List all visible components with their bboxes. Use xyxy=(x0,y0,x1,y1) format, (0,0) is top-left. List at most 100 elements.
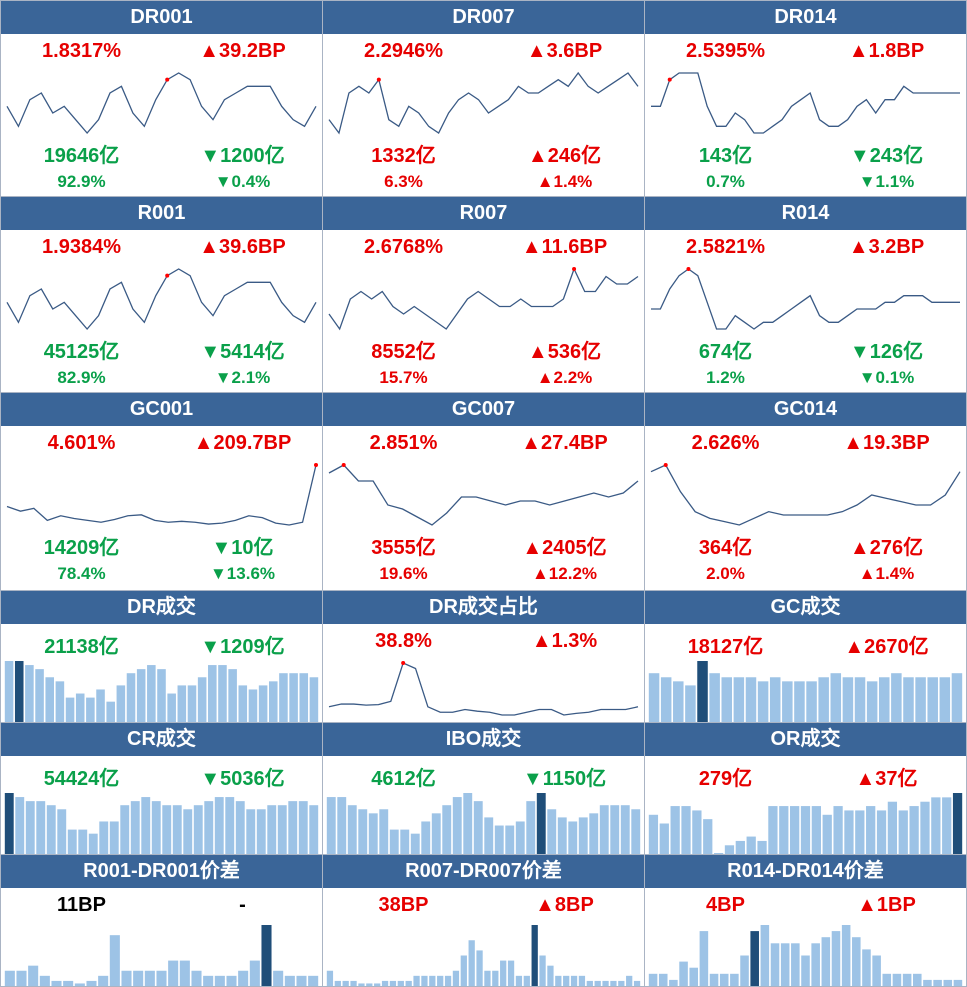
trend-bars-bar xyxy=(238,685,248,722)
trend-bars-bar xyxy=(876,810,887,854)
trend-bars-bar xyxy=(249,960,260,986)
trend-bars-bar xyxy=(782,681,793,722)
metric-value: 11BP xyxy=(57,894,106,916)
trend-bars-bar xyxy=(57,809,67,854)
rate-sparkline-line xyxy=(328,71,639,135)
trend-bars-bar xyxy=(733,677,745,722)
trend-bars-bar xyxy=(610,805,620,854)
trend-bars-bar xyxy=(473,801,483,854)
trend-bars-bar xyxy=(4,793,14,854)
trend-bars-bar xyxy=(309,677,319,722)
panel-r007-dr007-spread: R007-DR007价差 38BP ▲8BP xyxy=(322,854,645,987)
rate-value: 1.8317% xyxy=(42,40,121,62)
share-value: 1.2% xyxy=(706,368,745,387)
trend-bars-bar xyxy=(631,809,641,854)
share-change: ▲12.2% xyxy=(531,564,598,583)
trend-bars-bar xyxy=(309,805,319,854)
trend-bars-bar xyxy=(912,973,922,986)
trend-bars-bar xyxy=(25,665,34,722)
panel-ibo-volume: IBO成交 4612亿 ▼1150亿 xyxy=(322,722,645,855)
panel-title: R014 xyxy=(645,197,966,230)
rate-sparkline-line xyxy=(651,268,960,330)
trend-bars-bar xyxy=(267,805,277,854)
trend-bars-bar xyxy=(238,970,249,986)
trend-bars-bar xyxy=(492,970,499,986)
metric-change: ▼5036亿 xyxy=(200,768,285,790)
trend-bars-bar xyxy=(659,823,669,854)
rate-sparkline xyxy=(6,463,318,526)
trend-bars-bar xyxy=(141,797,151,854)
trend-bars-bar xyxy=(444,975,452,986)
panel-title: DR007 xyxy=(323,1,644,34)
trend-bars-bar xyxy=(203,975,214,986)
trend-bars-bar xyxy=(246,809,256,854)
trend-bars-bar xyxy=(770,943,780,986)
trend-bars-bar xyxy=(268,681,278,722)
trend-bars-bar xyxy=(526,801,536,854)
rate-change: ▲209.7BP xyxy=(193,432,292,454)
trend-bars-bar xyxy=(156,970,167,986)
trend-bars-bar xyxy=(852,937,861,986)
trend-bars-bar xyxy=(397,980,404,986)
rate-change: ▲27.4BP xyxy=(521,432,608,454)
panel-title: DR014 xyxy=(645,1,966,34)
trend-bars-bar xyxy=(898,810,908,854)
rate-sparkline-highlight-point xyxy=(165,273,170,278)
trend-sparkline-highlight-point xyxy=(401,661,406,665)
trend-bars-bar xyxy=(193,805,203,854)
rate-sparkline-line xyxy=(6,268,317,330)
trend-bars-bar xyxy=(563,975,570,986)
trend-bars-bar xyxy=(648,814,659,854)
trend-bars-bar xyxy=(130,801,140,854)
metric-value: 38.8% xyxy=(375,630,432,652)
trend-bars-bar xyxy=(730,973,739,986)
trend-bars-bar xyxy=(15,797,25,854)
trend-bars-bar xyxy=(366,983,373,986)
trend-bars-bar xyxy=(147,665,156,722)
trend-bars-bar xyxy=(939,677,951,722)
metric-change: ▼1150亿 xyxy=(522,768,607,790)
trend-bars-bar xyxy=(779,806,789,854)
trend-bars-bar xyxy=(709,673,720,722)
trend-bars-bar xyxy=(273,970,284,986)
share-value: 78.4% xyxy=(57,564,106,583)
panel-title: DR成交占比 xyxy=(323,591,644,624)
trend-bars-bar xyxy=(86,980,97,986)
trend-bars-bar xyxy=(670,806,680,854)
trend-bars-bar xyxy=(942,797,952,854)
panel-title: GC007 xyxy=(323,393,644,426)
trend-bars-bar xyxy=(589,813,599,854)
trend-bars-bar xyxy=(116,685,126,722)
trend-bars-bar xyxy=(183,809,193,854)
rate-sparkline xyxy=(328,71,639,135)
trend-bars-bar xyxy=(892,973,902,986)
rate-sparkline-highlight-point xyxy=(376,77,381,82)
rate-value: 2.851% xyxy=(369,432,438,454)
trend-bars xyxy=(326,925,641,986)
trend-bars-bar xyxy=(109,935,120,986)
rate-sparkline-highlight-point xyxy=(572,267,577,271)
metric-value: 4612亿 xyxy=(371,768,436,790)
trend-bars-bar xyxy=(952,793,963,854)
rate-sparkline-line xyxy=(328,267,639,331)
trend-bars-bar xyxy=(400,829,410,854)
trend-bars xyxy=(648,793,963,854)
trend-bars-bar xyxy=(953,979,963,986)
trend-bars-bar xyxy=(120,805,130,854)
panel-r001: R001 1.9384% ▲39.6BP 45125亿 ▼5414亿 82.9% ▼2.1% xyxy=(0,196,323,393)
trend-bars-bar xyxy=(144,970,155,986)
trend-bars-bar xyxy=(279,673,288,722)
metric-value: 21138亿 xyxy=(44,636,119,658)
trend-bars-bar xyxy=(547,809,557,854)
trend-bars-bar xyxy=(831,931,841,986)
trend-bars-bar xyxy=(258,685,268,722)
trend-bars-bar xyxy=(284,975,295,986)
trend-bars-bar xyxy=(887,801,898,854)
rate-value: 2.5821% xyxy=(686,236,765,258)
trend-bars-bar xyxy=(931,797,941,854)
rate-sparkline-highlight-point xyxy=(341,463,346,467)
trend-bars-bar xyxy=(121,970,132,986)
rate-sparkline xyxy=(6,72,317,134)
trend-bars-bar xyxy=(841,925,851,986)
